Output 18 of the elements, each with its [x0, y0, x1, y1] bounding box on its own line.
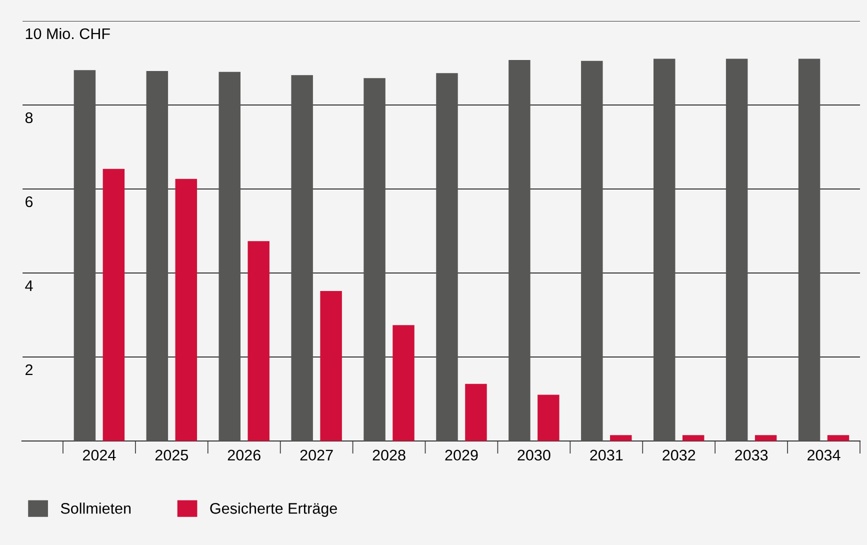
x-tick-label: 2031 [590, 450, 623, 461]
x-tick-label: 2033 [735, 450, 768, 461]
y-tick-label: 8 [25, 112, 33, 124]
legend-label: Gesicherte Erträge [210, 502, 337, 517]
x-tick-label: 2034 [808, 450, 840, 461]
y-tick-label: 6 [26, 196, 33, 208]
x-tick-label: 2026 [228, 450, 260, 461]
x-tick-label: 2028 [372, 450, 406, 461]
x-tick-label: 2032 [662, 450, 696, 461]
y-tick-label: 2 [26, 364, 33, 376]
x-tick-label: 2029 [445, 450, 478, 461]
x-tick-label: 2024 [82, 450, 116, 461]
x-tick-label: 2027 [300, 450, 333, 461]
y-tick-label: 4 [25, 280, 33, 292]
x-tick-label: 2025 [155, 450, 188, 461]
y-tick-label: 10 Mio. CHF [26, 28, 110, 40]
legend-label: Sollmieten [60, 502, 131, 514]
x-tick-label: 2030 [518, 450, 550, 461]
